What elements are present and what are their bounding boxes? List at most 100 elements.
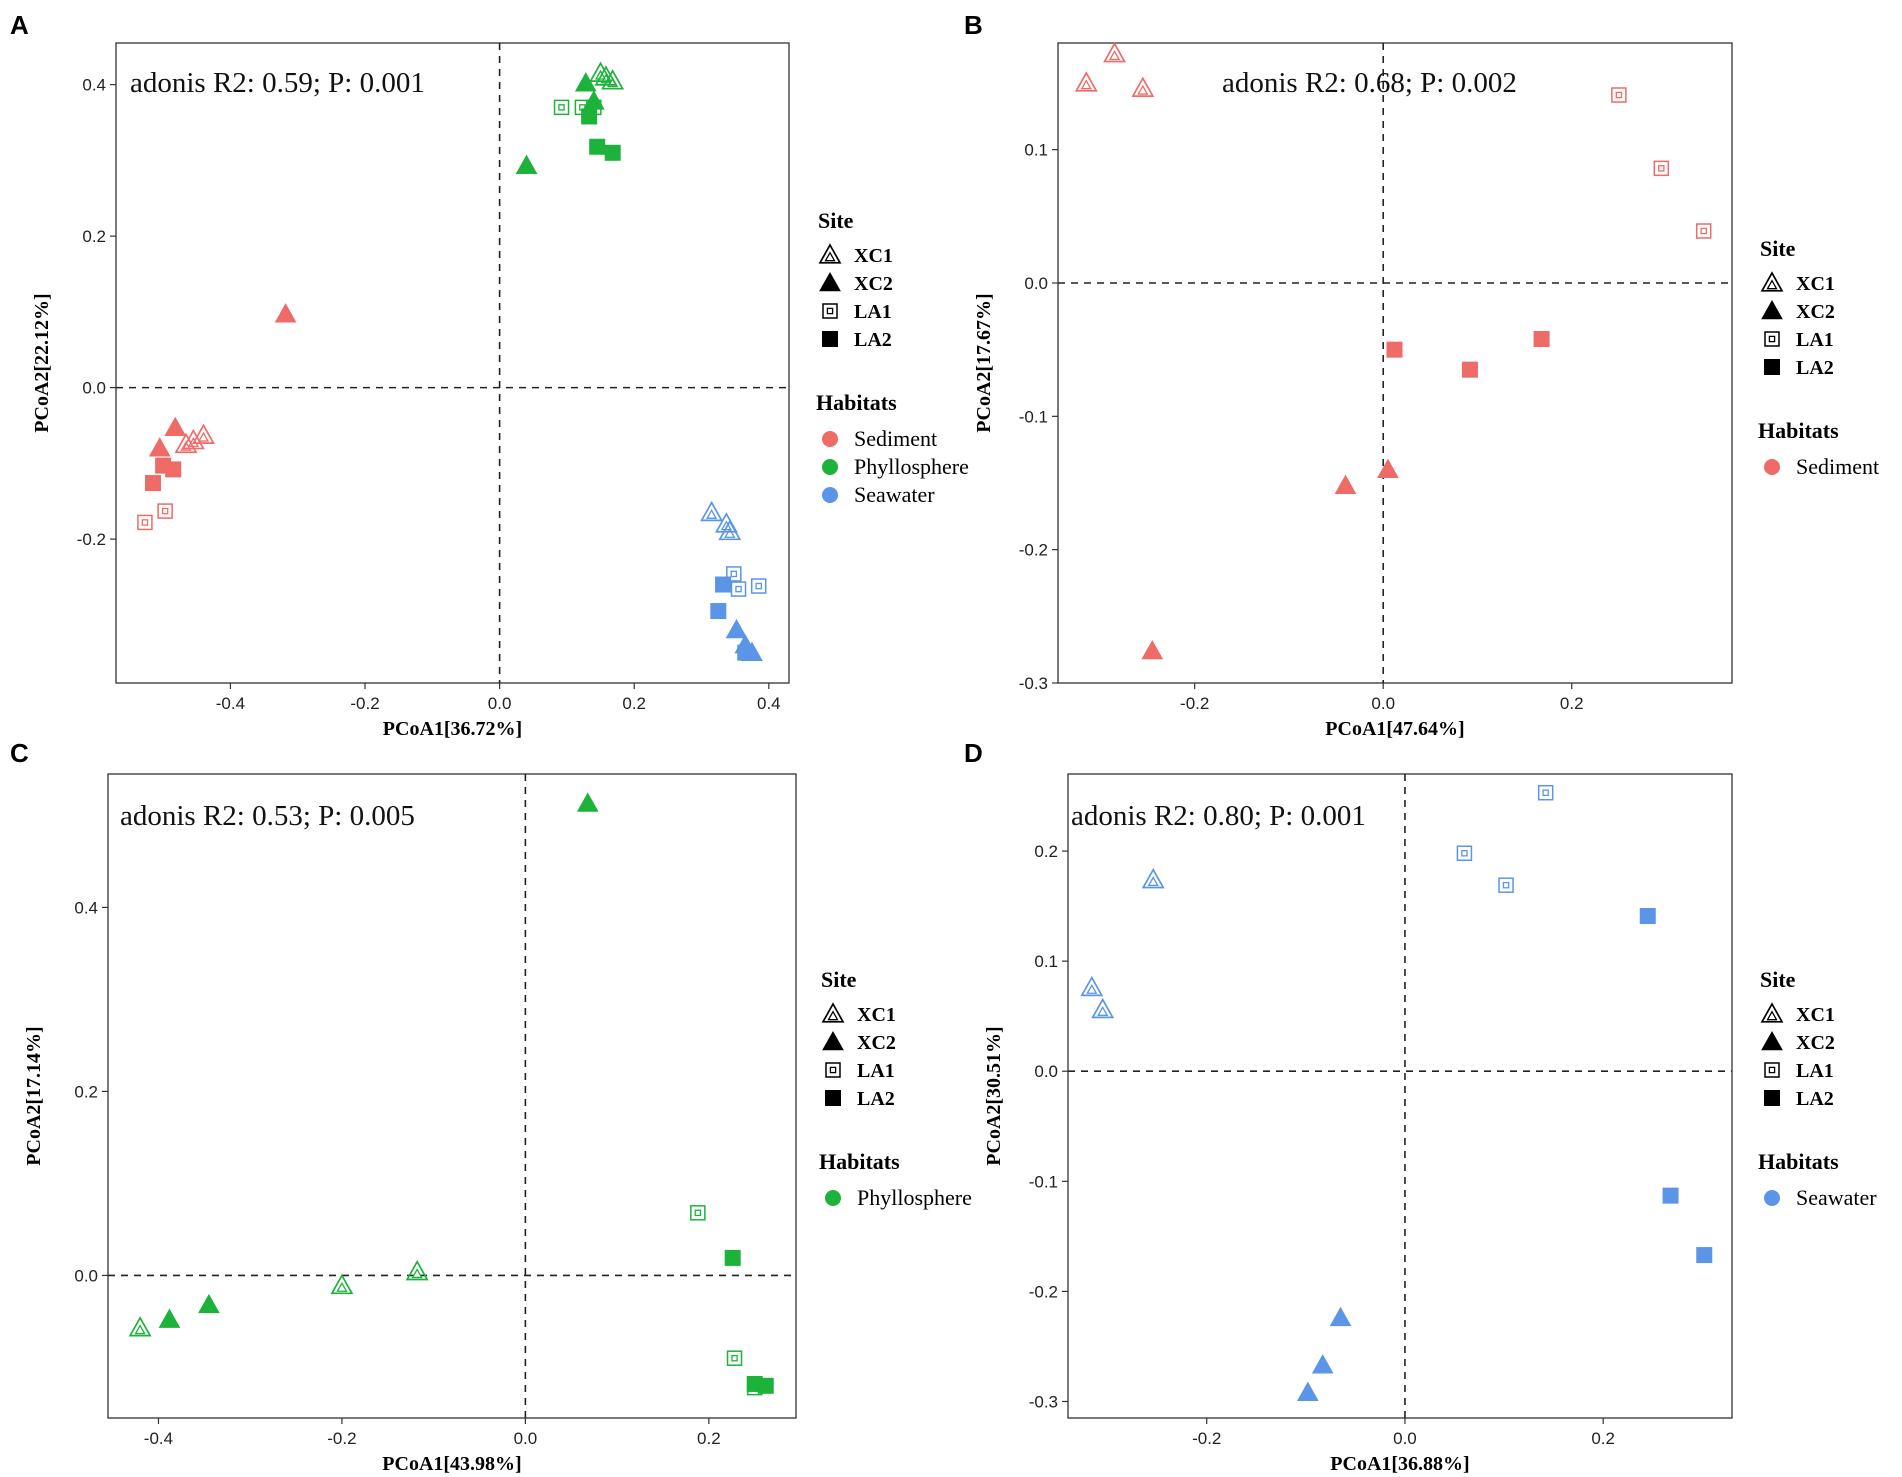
plot-frame (107, 773, 797, 1419)
point-la1-sediment-inner (161, 507, 169, 515)
point-la1-sediment-inner (1700, 227, 1707, 235)
point-xc2-phyllosphere (574, 72, 597, 92)
x-tick-label: 0.2 (622, 694, 646, 713)
y-axis-title: PCoA2[30.51%] (983, 1026, 1005, 1165)
point-xc2-phyllosphere (515, 154, 538, 174)
legend-la2-icon (1764, 1090, 1780, 1106)
point-la2-sediment (1533, 331, 1550, 347)
x-axis-title: PCoA1[36.88%] (1330, 1453, 1469, 1475)
legend-xc1-icon-inner (1766, 1010, 1778, 1021)
y-tick-label: 0.2 (82, 227, 106, 246)
x-tick-label: 0.4 (757, 694, 781, 713)
x-tick-label: 0.2 (697, 1429, 721, 1448)
x-axis-title: PCoA1[36.72%] (383, 718, 522, 740)
y-tick-label: -0.1 (1029, 1172, 1058, 1191)
point-la1-seawater (726, 566, 742, 582)
point-xc2-seawater (1329, 1306, 1352, 1327)
point-xc1-phyllosphere-inner (134, 1324, 146, 1335)
legend-la2-icon (822, 331, 838, 347)
point-la1-seawater-inner (1461, 850, 1468, 857)
point-xc2-phyllosphere (198, 1293, 220, 1314)
legend-la2-icon (1764, 359, 1780, 375)
y-tick-label: -0.3 (1019, 674, 1048, 693)
point-xc1-seawater-inner (1086, 983, 1098, 994)
point-xc1-seawater-inner (720, 520, 733, 531)
legend-xc1-icon (1760, 1002, 1784, 1023)
legend-la1-icon-inner (1768, 335, 1776, 343)
point-la2-sediment (165, 461, 182, 478)
legend-site-label: XC2 (857, 1032, 896, 1054)
x-axis-title: PCoA1[43.98%] (382, 1453, 521, 1475)
x-tick-label: 0.0 (1393, 1429, 1417, 1448)
point-la1-seawater (1456, 845, 1473, 862)
legend-xc1-icon (821, 1002, 845, 1023)
legend-habitat-label: Phyllosphere (854, 454, 969, 479)
legend-site-label: LA1 (854, 301, 892, 323)
legend-site-title: Site (818, 208, 854, 233)
legend-site-label: XC2 (1796, 1032, 1835, 1054)
point-xc1-sediment (1131, 76, 1155, 97)
legend-xc1-icon-inner (1766, 279, 1778, 290)
point-la1-seawater (730, 581, 747, 597)
x-axis-title: PCoA1[47.64%] (1325, 718, 1464, 740)
point-xc2-sediment (1334, 474, 1357, 494)
legend-habitat-dot-icon (825, 1190, 841, 1206)
point-xc1-phyllosphere (594, 65, 618, 86)
x-tick-label: -0.2 (1180, 694, 1209, 713)
legend-habitat-label: Phyllosphere (857, 1185, 972, 1210)
legend-site-label: LA1 (1796, 1060, 1834, 1082)
point-xc1-seawater-inner (705, 508, 718, 519)
point-la1-sediment-inner (1615, 91, 1623, 99)
panel-letter: C (10, 738, 29, 768)
point-xc1-sediment-inner (1108, 50, 1121, 61)
y-tick-label: 0.1 (1024, 141, 1048, 160)
point-la1-seawater-inner (1502, 881, 1510, 889)
point-xc1-phyllosphere-inner (411, 1268, 423, 1279)
plot-frame (1067, 773, 1733, 1419)
x-tick-label: -0.4 (216, 694, 245, 713)
point-xc1-phyllosphere (330, 1273, 354, 1295)
legend-xc1-icon-inner (827, 1010, 839, 1021)
point-xc2-sediment (274, 303, 297, 323)
y-axis-title: PCoA2[17.67%] (973, 293, 995, 432)
adonis-annotation: adonis R2: 0.68; P: 0.002 (1222, 67, 1517, 99)
legend-habitat-dot-icon (822, 459, 838, 475)
point-la2-sediment (145, 475, 162, 492)
legend-habitat-label: Seawater (1796, 1185, 1877, 1210)
point-xc1-sediment-inner (1137, 84, 1149, 95)
point-xc1-sediment (1074, 71, 1098, 92)
point-xc1-phyllosphere-inner (594, 69, 607, 80)
legend-xc2-icon (1761, 299, 1783, 320)
x-tick-label: 0.2 (1591, 1429, 1615, 1448)
point-xc1-sediment-inner (197, 431, 210, 442)
legend-xc2-icon (1761, 1030, 1783, 1051)
legend-habitat-dot-icon (1764, 459, 1780, 475)
legend-habitats-title: Habitats (819, 1149, 900, 1174)
point-la2-seawater (715, 576, 732, 593)
point-la1-phyllosphere (726, 1350, 743, 1366)
legend-site-title: Site (821, 967, 857, 992)
x-tick-label: -0.4 (144, 1429, 173, 1448)
x-tick-label: 0.0 (1371, 694, 1395, 713)
y-tick-label: 0.1 (1034, 952, 1058, 971)
point-la1-phyllosphere (553, 99, 570, 116)
point-xc1-seawater (718, 519, 742, 541)
y-tick-label: -0.1 (1019, 407, 1048, 426)
legend-site-label: LA1 (857, 1060, 895, 1082)
point-xc2-phyllosphere (158, 1308, 181, 1328)
y-tick-label: 0.2 (74, 1082, 98, 1101)
point-la2-phyllosphere (757, 1377, 774, 1394)
legend-xc2-icon (822, 1030, 844, 1051)
point-xc1-phyllosphere (589, 61, 613, 82)
plot-frame (1057, 42, 1733, 684)
legend-la1-icon (1764, 331, 1780, 347)
y-tick-label: 0.0 (82, 379, 106, 398)
point-xc1-phyllosphere-inner (607, 77, 619, 88)
legend-habitat-dot-icon (1764, 1190, 1780, 1206)
point-xc1-phyllosphere (405, 1259, 429, 1281)
y-tick-label: 0.0 (1024, 274, 1048, 293)
plot-frame (115, 42, 790, 684)
point-la1-seawater-inner (1542, 789, 1549, 796)
